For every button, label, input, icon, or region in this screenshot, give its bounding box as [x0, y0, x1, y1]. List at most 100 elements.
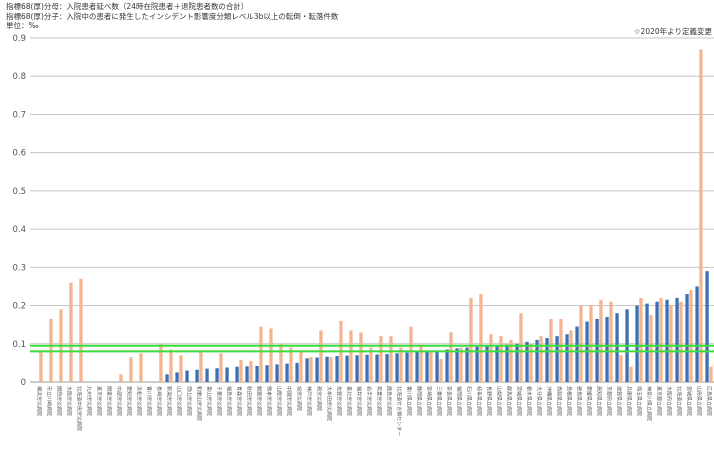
x-category-label: 兵庫県立病院	[626, 386, 633, 416]
x-category-label: 和歌山労災病院	[196, 386, 203, 421]
bar-series-orange	[329, 357, 333, 382]
x-category-label: 筑豊労災病院	[376, 386, 383, 416]
x-category-label: 大牟田労災病院	[326, 386, 333, 421]
x-category-label: 石川県立病院	[466, 386, 473, 416]
bar-series-orange	[499, 336, 503, 382]
x-category-label: 北海道立病院	[676, 386, 683, 416]
bar-series-blue	[705, 271, 709, 382]
x-category-label: 奈良県立病院	[446, 386, 453, 416]
bar-series-orange	[479, 294, 483, 382]
x-category-label: 高知県立病院	[596, 386, 603, 416]
y-tick-label: 0.3	[12, 263, 26, 273]
y-tick-label: 0	[21, 378, 26, 388]
y-tick-label: 0.1	[12, 340, 26, 350]
bar-series-blue	[695, 286, 699, 382]
bar-series-orange	[159, 343, 163, 382]
x-category-label: 栃木県立病院	[526, 386, 533, 416]
x-category-label: 福井労災病院	[356, 386, 363, 416]
bar-series-orange	[199, 351, 203, 382]
bar-series-orange	[539, 336, 543, 382]
bar-series-orange	[519, 313, 523, 382]
bar-series-blue	[345, 355, 349, 382]
bar-series-blue	[235, 366, 239, 382]
x-category-label: 三重県立病院	[436, 386, 443, 416]
bar-series-blue	[645, 303, 649, 382]
bar-series-orange	[489, 334, 493, 382]
bar-series-orange	[119, 374, 123, 382]
bar-series-orange	[619, 355, 623, 382]
x-category-label: 岡山労災病院	[186, 386, 193, 416]
x-category-label: 神戸労災病院	[306, 386, 313, 416]
bar-series-blue	[265, 365, 269, 382]
bar-series-orange	[179, 355, 183, 382]
bar-series-orange	[679, 301, 683, 382]
x-category-label: 北海道せき損センター	[396, 386, 403, 436]
bar-series-orange	[449, 332, 453, 382]
x-category-label: 長野県立病院	[486, 386, 493, 416]
bar-series-blue	[245, 366, 249, 382]
bar-series-orange	[259, 326, 263, 382]
bar-series-orange	[129, 357, 133, 382]
y-tick-label: 0.6	[12, 149, 26, 159]
bar-series-orange	[459, 347, 463, 382]
y-tick-label: 0.9	[12, 34, 26, 44]
bar-series-orange	[689, 290, 693, 382]
note-unit: 単位：‰	[6, 21, 39, 30]
x-category-label: 九州労災病院	[86, 386, 93, 416]
x-category-label: 島根県立病院	[566, 386, 573, 416]
chart-notes: 指標68(厚)分母：入院患者延べ数（24時在院患者＋退院患者数の合計） 指標68…	[6, 2, 338, 31]
x-category-label: 燕労災病院	[316, 386, 323, 411]
bar-series-orange	[589, 305, 593, 382]
x-category-label: 大分県立病院	[536, 386, 543, 416]
x-category-label: 鳥取県立病院	[556, 386, 563, 416]
note-numerator: 指標68(厚)分子：入院中の患者に発生したインシデント影響度分類レベル3b以上の…	[6, 11, 339, 21]
bar-series-blue	[425, 351, 429, 382]
bar-series-blue	[195, 369, 199, 382]
y-tick-label: 0.7	[12, 110, 26, 120]
bar-series-orange	[399, 347, 403, 382]
bar-series-orange	[709, 366, 713, 382]
bar-series-blue	[315, 357, 319, 382]
bar-series-orange	[299, 351, 303, 382]
x-category-label: 香川労災病院	[146, 386, 153, 416]
x-category-label: 山形県立病院	[696, 386, 703, 416]
bar-series-blue	[225, 367, 229, 382]
bar-series-blue	[335, 356, 339, 382]
x-category-label: 熊本労災病院	[266, 386, 273, 416]
bar-series-blue	[455, 348, 459, 382]
x-category-label: 滋賀県立病院	[616, 386, 623, 416]
bar-series-blue	[275, 364, 279, 382]
x-category-label: 北海道中央労災病院	[76, 386, 83, 431]
x-category-label: 岐阜県立病院	[476, 386, 483, 416]
bar-series-orange	[39, 351, 43, 382]
bar-series-blue	[305, 358, 309, 382]
x-category-label: 富山労災病院	[206, 386, 213, 416]
bar-series-blue	[445, 349, 449, 382]
x-category-label: 山梨県立病院	[496, 386, 503, 416]
bar-series-blue	[495, 345, 499, 382]
x-category-label: 福岡県立病院	[456, 386, 463, 416]
bar-series-orange	[359, 332, 363, 382]
bar-series-blue	[255, 365, 259, 382]
y-tick-label: 0.4	[12, 225, 26, 235]
x-category-label: 佐賀労災病院	[336, 386, 343, 416]
bar-series-orange	[69, 282, 73, 382]
y-tick-label: 0.5	[12, 187, 26, 197]
bar-series-orange	[649, 315, 653, 382]
x-category-label: 東北労災病院	[346, 386, 353, 416]
bar-series-orange	[469, 297, 473, 382]
x-category-label: 京都府立病院	[606, 386, 613, 416]
bar-series-blue	[185, 370, 189, 382]
bar-series-orange	[579, 305, 583, 382]
x-category-label: 市立川崎病院	[46, 386, 53, 416]
x-category-label: 岩手労災病院	[366, 386, 373, 416]
bar-series-orange	[629, 366, 633, 382]
bar-series-orange	[309, 357, 313, 382]
x-category-label: 香川県立病院	[406, 386, 413, 416]
bar-series-blue	[215, 368, 219, 382]
bar-series-orange	[699, 49, 703, 382]
bar-series-blue	[165, 374, 169, 382]
x-category-label: 鹿島労災病院	[386, 386, 393, 416]
bar-series-blue	[605, 317, 609, 382]
